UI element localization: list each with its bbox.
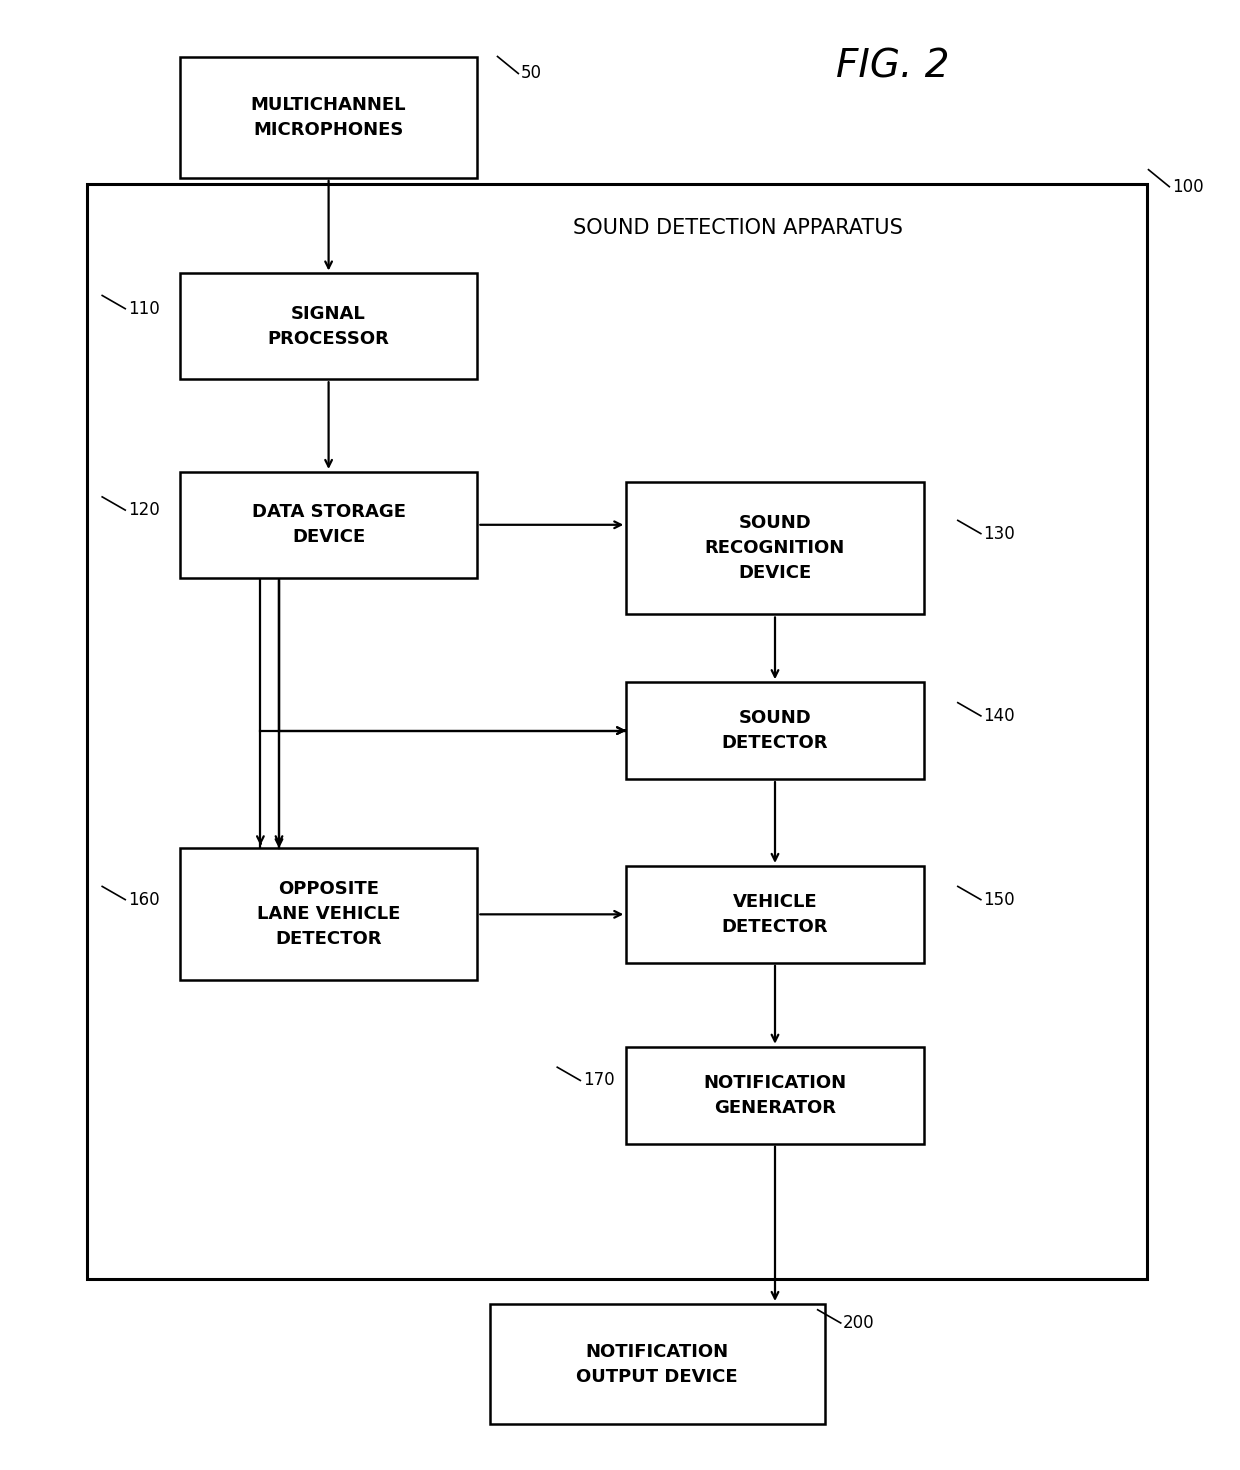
Text: NOTIFICATION
GENERATOR: NOTIFICATION GENERATOR <box>703 1073 847 1117</box>
Text: SOUND
DETECTOR: SOUND DETECTOR <box>722 709 828 753</box>
Text: 150: 150 <box>983 891 1016 908</box>
Text: 170: 170 <box>583 1072 615 1089</box>
Text: DATA STORAGE
DEVICE: DATA STORAGE DEVICE <box>252 503 405 547</box>
Text: 130: 130 <box>983 525 1016 542</box>
Text: VEHICLE
DETECTOR: VEHICLE DETECTOR <box>722 892 828 936</box>
Text: MULTICHANNEL
MICROPHONES: MULTICHANNEL MICROPHONES <box>250 96 407 140</box>
Text: FIG. 2: FIG. 2 <box>836 47 950 85</box>
FancyBboxPatch shape <box>180 273 477 379</box>
FancyBboxPatch shape <box>180 848 477 980</box>
Text: NOTIFICATION
OUTPUT DEVICE: NOTIFICATION OUTPUT DEVICE <box>577 1342 738 1386</box>
FancyBboxPatch shape <box>626 1047 924 1144</box>
Text: SIGNAL
PROCESSOR: SIGNAL PROCESSOR <box>268 304 389 348</box>
FancyBboxPatch shape <box>626 866 924 963</box>
Text: 110: 110 <box>128 300 160 318</box>
FancyBboxPatch shape <box>180 57 477 178</box>
FancyBboxPatch shape <box>87 184 1147 1279</box>
Text: 160: 160 <box>128 891 160 908</box>
Text: 50: 50 <box>521 65 542 82</box>
Text: 200: 200 <box>843 1314 875 1332</box>
FancyBboxPatch shape <box>180 472 477 578</box>
FancyBboxPatch shape <box>626 682 924 779</box>
FancyBboxPatch shape <box>490 1304 825 1424</box>
Text: SOUND
RECOGNITION
DEVICE: SOUND RECOGNITION DEVICE <box>704 514 846 582</box>
Text: SOUND DETECTION APPARATUS: SOUND DETECTION APPARATUS <box>573 218 903 238</box>
Text: 100: 100 <box>1172 178 1204 196</box>
Text: 140: 140 <box>983 707 1016 725</box>
FancyBboxPatch shape <box>626 482 924 614</box>
Text: OPPOSITE
LANE VEHICLE
DETECTOR: OPPOSITE LANE VEHICLE DETECTOR <box>257 881 401 948</box>
Text: 120: 120 <box>128 501 160 519</box>
